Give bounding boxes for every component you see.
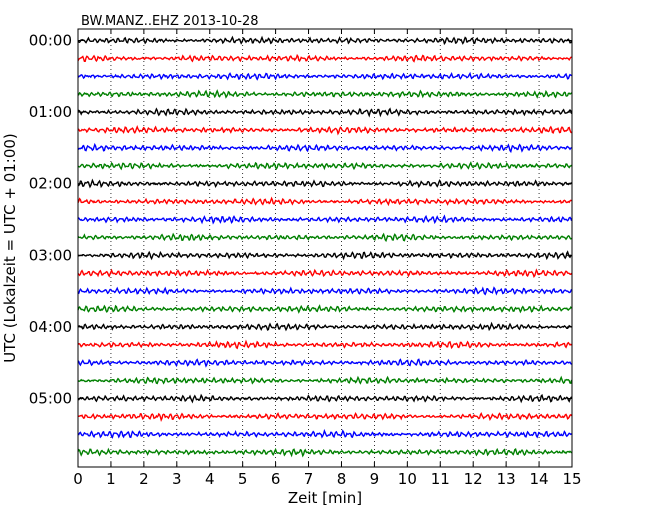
x-tick-label: 3 [172, 470, 182, 488]
traces [77, 35, 573, 458]
x-tick-label: 10 [398, 470, 417, 488]
x-tick-label: 2 [139, 470, 149, 488]
y-tick-label: 01:00 [29, 103, 72, 121]
x-ticks: 0 1 2 3 4 5 6 7 8 9 10 11 12 13 14 15 [73, 29, 582, 488]
x-tick-label: 5 [238, 470, 248, 488]
seismic-trace [77, 71, 573, 81]
seismic-trace [77, 268, 573, 278]
seismic-trace [77, 358, 573, 368]
seismic-trace [77, 178, 572, 189]
seismic-trace [77, 214, 573, 225]
seismic-trace [77, 304, 573, 314]
seismic-trace [77, 321, 572, 332]
x-tick-label: 4 [205, 470, 215, 488]
x-tick-label: 14 [530, 470, 549, 488]
seismic-trace [77, 375, 573, 385]
seismic-trace [77, 411, 573, 423]
y-tick-label: 02:00 [29, 175, 72, 193]
seismic-trace [77, 447, 573, 458]
seismic-trace [77, 393, 573, 404]
seismic-trace [77, 89, 573, 99]
x-tick-label: 9 [370, 470, 380, 488]
seismic-trace [77, 428, 573, 439]
seismic-trace [77, 232, 572, 243]
seismic-trace [77, 250, 572, 261]
x-tick-label: 7 [304, 470, 314, 488]
grid-lines [110, 29, 540, 467]
x-axis-label: Zeit [min] [288, 489, 362, 507]
x-tick-label: 12 [464, 470, 483, 488]
x-tick-label: 1 [106, 470, 116, 488]
y-ticks: 00:00 01:00 02:00 03:00 04:00 05:00 [29, 32, 572, 408]
y-tick-label: 03:00 [29, 246, 72, 264]
y-axis-label: UTC (Lokalzeit = UTC + 01:00) [1, 133, 19, 363]
x-tick-label: 13 [497, 470, 516, 488]
plot-frame [77, 28, 573, 468]
y-tick-label: 04:00 [29, 318, 72, 336]
x-tick-label: 6 [271, 470, 281, 488]
seismic-trace [77, 196, 572, 207]
seismic-trace [77, 107, 573, 118]
y-tick-label: 00:00 [29, 32, 72, 50]
seismic-trace [77, 125, 573, 136]
seismic-trace [77, 53, 572, 63]
seismic-trace [77, 161, 573, 171]
x-tick-label: 15 [562, 470, 581, 488]
seismic-trace [77, 142, 572, 154]
seismic-trace [77, 339, 573, 350]
seismic-trace [77, 286, 573, 296]
x-tick-label: 11 [431, 470, 450, 488]
seismic-trace [77, 35, 573, 46]
y-tick-label: 05:00 [29, 390, 72, 408]
chart-title: BW.MANZ..EHZ 2013-10-28 [81, 14, 259, 29]
x-tick-label: 0 [73, 470, 83, 488]
x-tick-label: 8 [337, 470, 347, 488]
